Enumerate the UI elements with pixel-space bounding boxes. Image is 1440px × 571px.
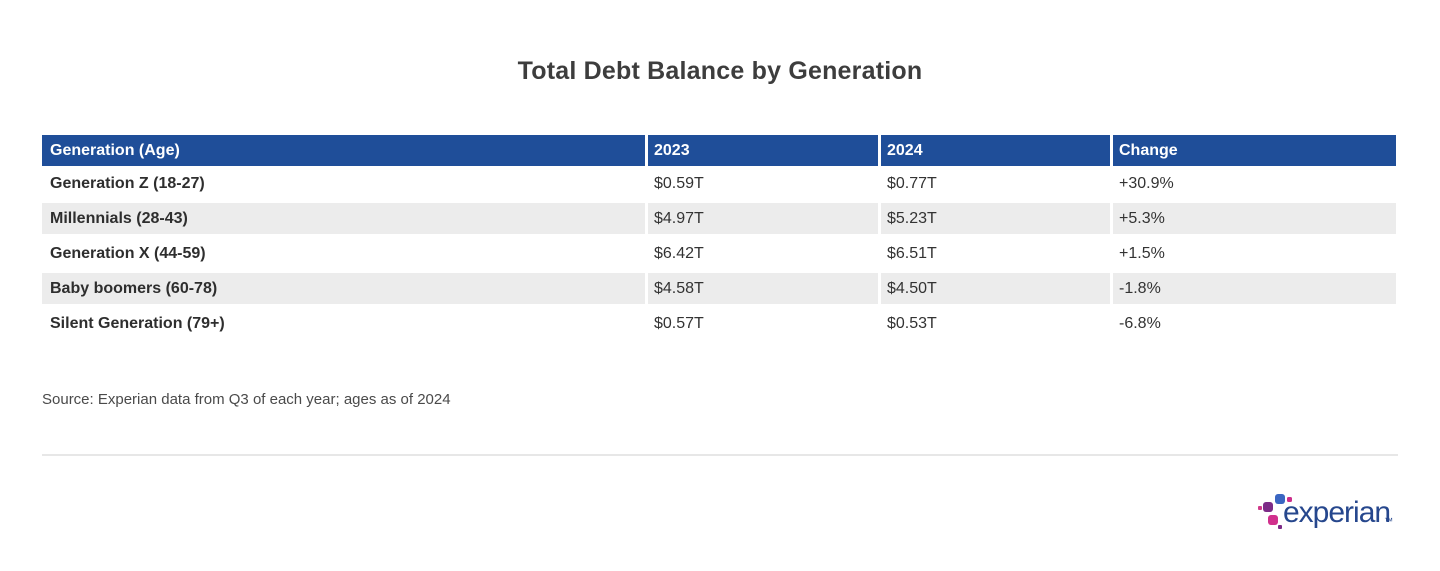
logo-square-small-magenta-icon <box>1287 497 1292 502</box>
cell-2024-value: $6.51T <box>878 236 1110 271</box>
logo-square-blue-icon <box>1275 494 1285 504</box>
cell-2024-value: $0.77T <box>878 166 1110 201</box>
cell-generation: Silent Generation (79+) <box>50 315 225 332</box>
cell-2023-value: $0.57T <box>645 306 878 341</box>
cell-change-value: +30.9% <box>1110 166 1396 201</box>
table-row: Silent Generation (79+) $0.57T $0.53T -6… <box>42 306 1396 341</box>
cell-2024-value: $4.50T <box>878 271 1110 306</box>
logo-square-purple-icon <box>1263 502 1273 512</box>
divider-line <box>42 454 1398 456</box>
cell-2023-value: $4.58T <box>645 271 878 306</box>
cell-generation: Generation X (44-59) <box>50 245 206 262</box>
cell-generation: Baby boomers (60-78) <box>42 271 645 306</box>
cell-change-value: -1.8% <box>1110 271 1396 306</box>
cell-generation: Generation Z (18-27) <box>50 175 205 192</box>
chart-title: Total Debt Balance by Generation <box>517 57 923 85</box>
experian-logo: experian ™ <box>1256 490 1406 538</box>
column-header-change: Change <box>1110 135 1396 166</box>
table-header-row: Generation (Age) 2023 2024 Change <box>42 135 1396 166</box>
cell-generation: Millennials (28-43) <box>42 201 645 236</box>
cell-2023-value: $0.59T <box>645 166 878 201</box>
experian-wordmark: experian <box>1283 496 1391 529</box>
cell-change-value: +1.5% <box>1110 236 1396 271</box>
cell-2024-value: $5.23T <box>878 201 1110 236</box>
table-row: Baby boomers (60-78) $4.58T $4.50T -1.8% <box>42 271 1396 306</box>
cell-change-value: -6.8% <box>1110 306 1396 341</box>
trademark-symbol: ™ <box>1384 516 1393 526</box>
table-row: Generation X (44-59) $6.42T $6.51T +1.5% <box>42 236 1396 271</box>
column-header-2023: 2023 <box>645 135 878 166</box>
column-header-2024: 2024 <box>878 135 1110 166</box>
table-row: Millennials (28-43) $4.97T $5.23T +5.3% <box>42 201 1396 236</box>
logo-square-magenta-icon <box>1268 515 1278 525</box>
column-header-generation: Generation (Age) <box>42 135 645 166</box>
cell-2023-value: $4.97T <box>645 201 878 236</box>
table-row: Generation Z (18-27) $0.59T $0.77T +30.9… <box>42 166 1396 201</box>
cell-2024-value: $0.53T <box>878 306 1110 341</box>
debt-balance-table: Generation (Age) 2023 2024 Change Genera… <box>42 135 1396 341</box>
cell-2023-value: $6.42T <box>645 236 878 271</box>
logo-dot-magenta-icon <box>1258 506 1262 510</box>
logo-dot-purple-icon <box>1278 525 1282 529</box>
source-note: Source: Experian data from Q3 of each ye… <box>42 391 451 408</box>
cell-change-value: +5.3% <box>1110 201 1396 236</box>
